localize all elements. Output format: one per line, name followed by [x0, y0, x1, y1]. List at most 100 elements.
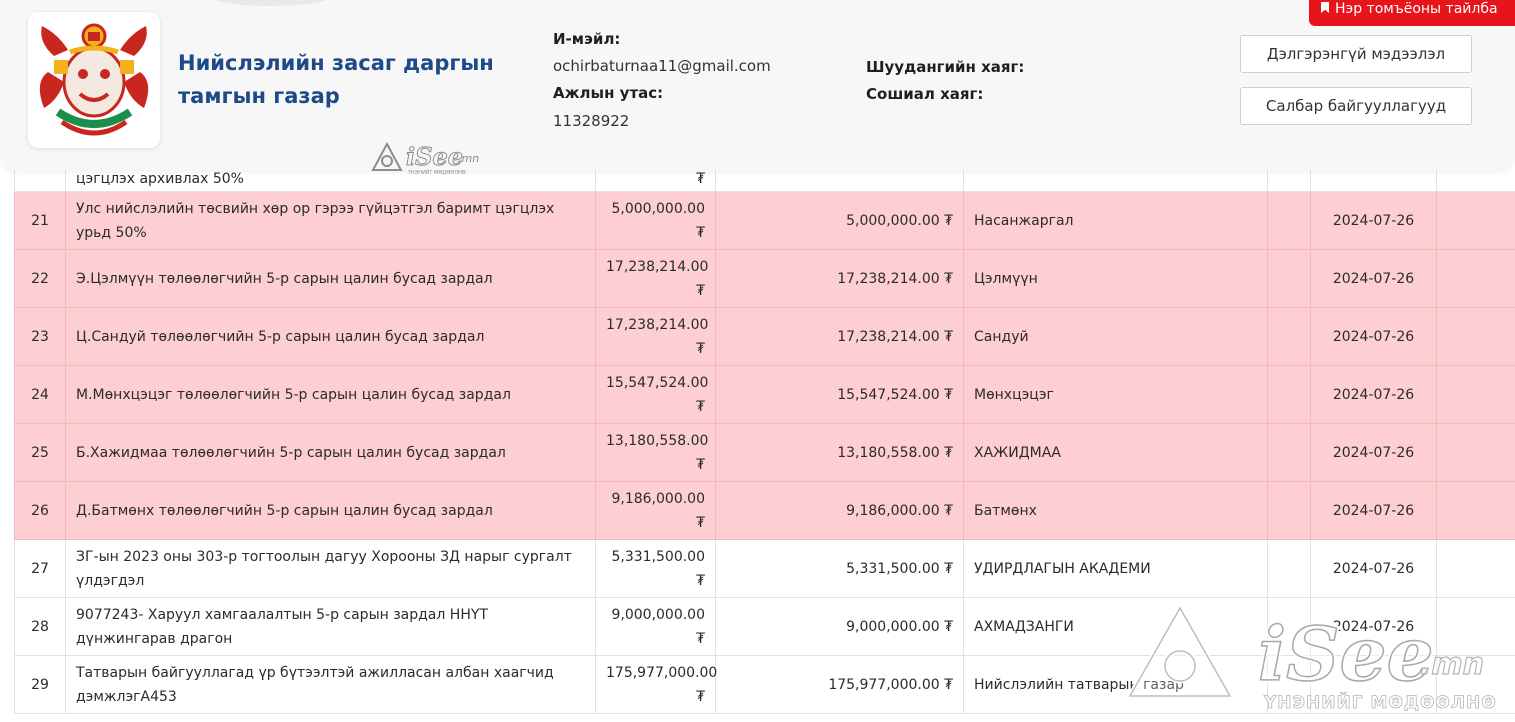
- table-row: 23 Ц.Сандуй төлөөлөгчийн 5-р сарын цалин…: [14, 307, 1515, 366]
- row-description: М.Мөнхцэцэг төлөөлөгчийн 5-р сарын цалин…: [65, 365, 596, 424]
- row-paid: 5,000,000.00 ₮: [715, 191, 964, 250]
- watermark-tagline-small: ҮНЭНИЙГ МӨДӨӨЛНӨ: [407, 169, 466, 176]
- table-row: 21 Улс нийслэлийн төсвийн хөр ор гэрээ г…: [14, 191, 1515, 250]
- row-blank: [1267, 365, 1311, 424]
- watermark-suffix: .mn: [1420, 647, 1484, 682]
- email-value[interactable]: ochirbaturnaa11@gmail.com: [553, 57, 771, 75]
- row-recipient: Цэлмүүн: [963, 249, 1268, 308]
- organization-logo: [28, 12, 160, 148]
- row-description: Б.Хажидмаа төлөөлөгчийн 5-р сарын цалин …: [65, 423, 596, 482]
- row-blank: [1267, 307, 1311, 366]
- row-blank: [1436, 365, 1515, 424]
- row-number: 27: [14, 539, 66, 598]
- row-date: 2024-07-26: [1310, 597, 1437, 656]
- row-recipient: УДИРДЛАГЫН АКАДЕМИ: [963, 539, 1268, 598]
- row-recipient: Мөнхцэцэг: [963, 365, 1268, 424]
- row-blank: [1436, 423, 1515, 482]
- watermark-tagline: ҮНЭНИЙГ МӨДӨӨЛНӨ: [1263, 691, 1497, 713]
- row-description: ЗГ-ын 2023 оны 303-р тогтоолын дагуу Хор…: [65, 539, 596, 598]
- watermark-large: iSee iSee .mn ҮНЭНИЙГ МӨДӨӨЛНӨ: [1120, 600, 1512, 722]
- row-blank: [1267, 423, 1311, 482]
- row-paid: 9,000,000.00 ₮: [715, 597, 964, 656]
- watermark-suffix: .mn: [458, 152, 479, 165]
- bookmark-icon: [1321, 2, 1329, 13]
- row-date: 2024-07-26: [1310, 249, 1437, 308]
- row-number: 28: [14, 597, 66, 656]
- row-blank: [1436, 539, 1515, 598]
- svg-text:iSee: iSee: [1258, 612, 1434, 698]
- row-amount: 5,000,000.00 ₮: [595, 191, 716, 250]
- table-row: 25 Б.Хажидмаа төлөөлөгчийн 5-р сарын цал…: [14, 423, 1515, 482]
- phone-value: 11328922: [553, 112, 630, 130]
- emblem-icon: [39, 23, 149, 136]
- row-amount: 9,186,000.00 ₮: [595, 481, 716, 540]
- row-description: Э.Цэлмүүн төлөөлөгчийн 5-р сарын цалин б…: [65, 249, 596, 308]
- social-label: Сошиал хаяг:: [866, 85, 984, 103]
- row-amount: 17,238,214.00 ₮: [595, 249, 716, 308]
- row-paid: 17,238,214.00 ₮: [715, 307, 964, 366]
- row-number: 24: [14, 365, 66, 424]
- row-number: 26: [14, 481, 66, 540]
- row-amount: 17,238,214.00 ₮: [595, 307, 716, 366]
- row-recipient: Нийслэлийн татварын газар: [963, 655, 1268, 714]
- row-paid: 9,186,000.00 ₮: [715, 481, 964, 540]
- row-amount: 15,547,524.00 ₮: [595, 365, 716, 424]
- row-number: 22: [14, 249, 66, 308]
- glossary-button-label: Нэр томъёоны тайлба: [1335, 1, 1498, 17]
- row-blank: [1267, 539, 1311, 598]
- watermark-brand: iSee: [1258, 612, 1434, 698]
- row-amount: 13,180,558.00 ₮: [595, 423, 716, 482]
- row-blank: [1436, 307, 1515, 366]
- row-blank: [1436, 655, 1515, 714]
- watermark-logo-icon: iSee .mn ҮНЭНИЙГ МӨДӨӨЛНӨ: [371, 142, 479, 176]
- row-number: 29: [14, 655, 66, 714]
- row-description: Ц.Сандуй төлөөлөгчийн 5-р сарын цалин бу…: [65, 307, 596, 366]
- row-paid: 15,547,524.00 ₮: [715, 365, 964, 424]
- row-number: 21: [14, 191, 66, 250]
- row-blank: [1436, 191, 1515, 250]
- email-label: И-мэйл:: [553, 30, 621, 48]
- row-date: [1310, 655, 1437, 714]
- row-blank: [1436, 249, 1515, 308]
- row-date: 2024-07-26: [1310, 365, 1437, 424]
- mail-address-label: Шуудангийн хаяг:: [866, 58, 1025, 76]
- row-recipient: Насанжаргал: [963, 191, 1268, 250]
- table-row: 28 9077243- Харуул хамгаалалтын 5-р сары…: [14, 597, 1515, 656]
- table-row: 26 Д.Батмөнх төлөөлөгчийн 5-р сарын цали…: [14, 481, 1515, 540]
- row-date: 2024-07-26: [1310, 191, 1437, 250]
- table-row: 29 Татварын байгууллагад үр бүтээлтэй аж…: [14, 655, 1515, 714]
- row-amount: 9,000,000.00 ₮: [595, 597, 716, 656]
- branches-button[interactable]: Салбар байгууллагууд: [1240, 87, 1472, 125]
- row-paid: 175,977,000.00 ₮: [715, 655, 964, 714]
- decorative-shadow: [205, 0, 335, 6]
- table-row: 27 ЗГ-ын 2023 оны 303-р тогтоолын дагуу …: [14, 539, 1515, 598]
- row-recipient: ХАЖИДМАА: [963, 423, 1268, 482]
- row-number: 25: [14, 423, 66, 482]
- table-row: 24 М.Мөнхцэцэг төлөөлөгчийн 5-р сарын ца…: [14, 365, 1515, 424]
- table-row: 22 Э.Цэлмүүн төлөөлөгчийн 5-р сарын цали…: [14, 249, 1515, 308]
- watermark-brand: iSee: [406, 142, 463, 171]
- row-paid: 13,180,558.00 ₮: [715, 423, 964, 482]
- row-blank: [1267, 249, 1311, 308]
- row-description: Татварын байгууллагад үр бүтээлтэй ажилл…: [65, 655, 596, 714]
- row-date: 2024-07-26: [1310, 539, 1437, 598]
- row-number: 23: [14, 307, 66, 366]
- organization-header: Нэр томъёоны тайлба Нийслэлийн засаг дар…: [0, 0, 1515, 170]
- watermark-small: iSee .mn ҮНЭНИЙГ МӨДӨӨЛНӨ: [370, 138, 495, 182]
- row-paid: 5,331,500.00 ₮: [715, 539, 964, 598]
- row-blank: [1267, 191, 1311, 250]
- row-date: 2024-07-26: [1310, 481, 1437, 540]
- organization-name: Нийслэлийн засаг даргын тамгын газар: [178, 51, 494, 108]
- row-amount: 5,331,500.00 ₮: [595, 539, 716, 598]
- row-date: 2024-07-26: [1310, 307, 1437, 366]
- row-recipient: Сандуй: [963, 307, 1268, 366]
- watermark-logo-icon: iSee iSee .mn ҮНЭНИЙГ МӨДӨӨЛНӨ: [1125, 602, 1497, 713]
- row-recipient: Батмөнх: [963, 481, 1268, 540]
- phone-label: Ажлын утас:: [553, 84, 664, 102]
- row-paid: 17,238,214.00 ₮: [715, 249, 964, 308]
- glossary-button[interactable]: Нэр томъёоны тайлба: [1309, 0, 1515, 26]
- row-date: 2024-07-26: [1310, 423, 1437, 482]
- row-description: 9077243- Харуул хамгаалалтын 5-р сарын з…: [65, 597, 596, 656]
- row-blank: [1436, 481, 1515, 540]
- details-button[interactable]: Дэлгэрэнгүй мэдээлэл: [1240, 35, 1472, 73]
